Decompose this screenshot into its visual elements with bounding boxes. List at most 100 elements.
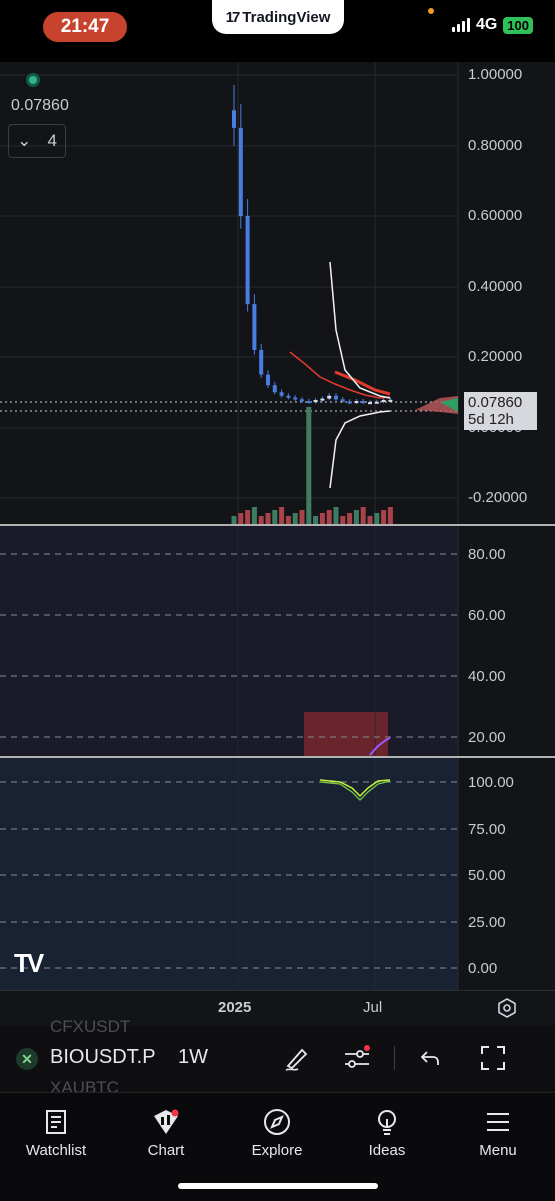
price-axis-label: 0.60000 bbox=[468, 207, 523, 224]
price-axis-label: 1.00000 bbox=[468, 66, 523, 83]
indicators-collapse-button[interactable]: ⌄ 4 bbox=[8, 124, 66, 158]
volume-bar bbox=[306, 407, 312, 524]
rsi-pane bbox=[0, 526, 458, 756]
tab-chart[interactable]: Chart bbox=[121, 1108, 211, 1159]
candle bbox=[313, 400, 318, 403]
rsi-axis-label: 60.00 bbox=[468, 607, 506, 624]
volume-bar bbox=[238, 513, 244, 524]
price-axis-label: 0.40000 bbox=[468, 278, 523, 295]
rsi-axis-label: 20.00 bbox=[468, 729, 506, 746]
candle bbox=[245, 216, 250, 305]
volume-bar bbox=[374, 513, 380, 524]
candle bbox=[327, 395, 332, 399]
volume-bar bbox=[285, 516, 291, 524]
volume-bar bbox=[313, 516, 319, 524]
candle bbox=[361, 401, 366, 404]
tradingview-watermark-icon: TV bbox=[14, 948, 44, 978]
candle bbox=[374, 401, 379, 404]
bar-countdown: 5d 12h bbox=[468, 411, 514, 428]
symbol-logo-icon: ✕ bbox=[16, 1048, 38, 1070]
candle bbox=[340, 399, 345, 402]
stoch-axis-label: 25.00 bbox=[468, 914, 506, 931]
tab-label: Explore bbox=[251, 1142, 303, 1159]
price-axis-label: 0.80000 bbox=[468, 137, 523, 154]
candle bbox=[347, 401, 352, 404]
candle-series bbox=[232, 84, 393, 405]
tab-ideas[interactable]: Ideas bbox=[342, 1108, 432, 1159]
stoch-axis-label: 50.00 bbox=[468, 867, 506, 884]
volume-bar bbox=[231, 516, 237, 524]
tradingview-logo-icon: 17 bbox=[225, 8, 241, 26]
volume-profile-up bbox=[440, 398, 458, 412]
privacy-dot-icon bbox=[428, 8, 434, 14]
signal-icon bbox=[451, 18, 470, 32]
band-upper-line bbox=[329, 261, 391, 399]
ghost-symbol-above: CFXUSDT bbox=[50, 1017, 131, 1036]
watchlist-icon bbox=[46, 1110, 66, 1134]
price-axis-label: -0.20000 bbox=[468, 489, 528, 506]
stoch-axis-label: 0.00 bbox=[468, 960, 498, 977]
tab-label: Watchlist bbox=[25, 1142, 87, 1159]
tab-explore[interactable]: Explore bbox=[232, 1108, 322, 1159]
candle bbox=[368, 402, 372, 405]
chart-canvas[interactable] bbox=[0, 62, 555, 990]
candle bbox=[259, 349, 264, 375]
volume-series bbox=[231, 407, 393, 524]
symbol-toolbar bbox=[0, 1026, 555, 1092]
candle bbox=[279, 392, 284, 396]
drawing-tools-icon[interactable] bbox=[282, 1044, 310, 1077]
volume-bar bbox=[367, 516, 373, 524]
home-indicator[interactable] bbox=[178, 1183, 378, 1189]
symbol-button[interactable]: BIOUSDT.P bbox=[50, 1046, 156, 1068]
market-status-dot[interactable] bbox=[26, 73, 40, 87]
tab-menu[interactable]: Menu bbox=[453, 1108, 543, 1159]
stoch-axis-label: 75.00 bbox=[468, 821, 506, 838]
candle bbox=[306, 401, 311, 404]
rsi-axis-label: 40.00 bbox=[468, 668, 506, 685]
stoch-pane bbox=[0, 758, 458, 990]
volume-bar bbox=[360, 507, 366, 524]
candle bbox=[388, 399, 393, 402]
candle bbox=[334, 395, 338, 400]
time-axis-label: Jul bbox=[363, 999, 383, 1016]
tradingview-pill[interactable]: 17 TradingView bbox=[212, 0, 344, 34]
candle bbox=[293, 397, 298, 400]
undo-icon[interactable] bbox=[418, 1046, 442, 1075]
volume-bar bbox=[326, 510, 332, 524]
stoch-k-line bbox=[319, 779, 391, 798]
tab-label: Menu bbox=[479, 1142, 517, 1159]
lightbulb-icon bbox=[378, 1110, 396, 1135]
interval-button[interactable]: 1W bbox=[178, 1046, 208, 1068]
volume-bar bbox=[299, 510, 305, 524]
stoch-d-line bbox=[319, 780, 391, 801]
volume-bar bbox=[251, 507, 257, 524]
indicators-icon[interactable] bbox=[342, 1044, 372, 1077]
volume-bar bbox=[258, 516, 264, 524]
tab-watchlist[interactable]: Watchlist bbox=[11, 1108, 101, 1159]
chart-settings-icon[interactable] bbox=[496, 997, 518, 1024]
tab-label: Ideas bbox=[368, 1142, 406, 1159]
fullscreen-icon[interactable] bbox=[479, 1044, 507, 1077]
volume-bar bbox=[347, 513, 353, 524]
compass-icon bbox=[264, 1109, 290, 1135]
ma-red-thick-line bbox=[334, 370, 391, 396]
toolbar-divider bbox=[394, 1046, 395, 1070]
volume-bar bbox=[353, 510, 359, 524]
candle bbox=[286, 395, 291, 398]
volume-bar bbox=[272, 510, 278, 524]
price-axis-label: 0.20000 bbox=[468, 348, 523, 365]
chart-svg[interactable] bbox=[0, 62, 555, 990]
candle bbox=[320, 398, 325, 401]
time-axis[interactable] bbox=[0, 990, 555, 1027]
volume-bar bbox=[292, 513, 298, 524]
battery-icon: 100 bbox=[503, 16, 533, 34]
candle bbox=[381, 400, 386, 403]
rsi-zone bbox=[304, 712, 388, 756]
status-clock: 21:47 bbox=[43, 12, 127, 42]
stoch-axis-label: 100.00 bbox=[468, 774, 514, 791]
volume-bar bbox=[387, 507, 393, 524]
candle bbox=[300, 399, 304, 402]
candle bbox=[238, 127, 243, 216]
time-axis-label: 2025 bbox=[218, 999, 252, 1016]
chevron-down-icon: ⌄ bbox=[17, 131, 32, 150]
